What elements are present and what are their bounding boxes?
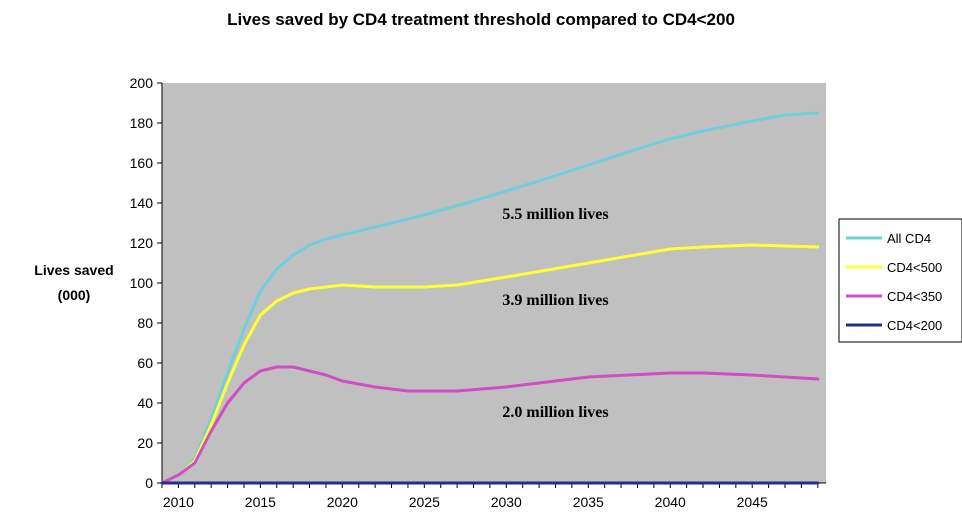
legend: All CD4 CD4<500 CD4<350 CD4<200 (838, 218, 962, 343)
y-tick-label: 120 (130, 235, 154, 251)
legend-entry: CD4<200 (887, 318, 942, 333)
series-lines (160, 111, 820, 485)
annotation-label: 5.5 million lives (502, 206, 608, 223)
x-tick-label: 2040 (655, 494, 686, 510)
series-line-cd4-350 (160, 365, 820, 485)
y-tick-label: 100 (130, 275, 154, 291)
y-tick-label: 60 (137, 355, 153, 371)
series-line-cd4-500 (160, 243, 820, 485)
y-axis-label-line-1: Lives saved (34, 262, 113, 278)
x-tick-label: 2015 (245, 494, 276, 510)
x-tick-label: 2010 (163, 494, 194, 510)
x-tick-label: 2045 (737, 494, 768, 510)
x-axis: 2010 2015 2020 2025 2030 2035 2040 2045 (161, 482, 826, 510)
x-tick-label: 2035 (573, 494, 604, 510)
legend-entry: CD4<350 (887, 289, 942, 304)
x-tick-label: 2020 (327, 494, 358, 510)
plot-area (162, 83, 826, 483)
y-tick-label: 0 (145, 475, 153, 491)
y-tick-label: 40 (137, 395, 153, 411)
y-tick-label: 140 (130, 195, 154, 211)
annotation-label: 3.9 million lives (502, 292, 608, 309)
y-axis-label-line-2: (000) (58, 287, 91, 303)
legend-entry: CD4<500 (887, 260, 942, 275)
annotations: 5.5 million lives 3.9 million lives 2.0 mi… (502, 206, 608, 421)
y-tick-label: 180 (130, 115, 154, 131)
series-line-all-cd4 (160, 111, 820, 485)
y-tick-label: 200 (130, 75, 154, 91)
y-tick-label: 80 (137, 315, 153, 331)
y-tick-label: 20 (137, 435, 153, 451)
y-axis: 0 20 40 60 80 100 120 140 160 180 200 (130, 75, 163, 491)
y-tick-label: 160 (130, 155, 154, 171)
x-tick-label: 2030 (491, 494, 522, 510)
chart-title: Lives saved by CD4 treatment threshold c… (227, 10, 735, 29)
annotation-label: 2.0 million lives (502, 404, 608, 421)
x-tick-label: 2025 (409, 494, 440, 510)
legend-entry: All CD4 (887, 231, 931, 246)
